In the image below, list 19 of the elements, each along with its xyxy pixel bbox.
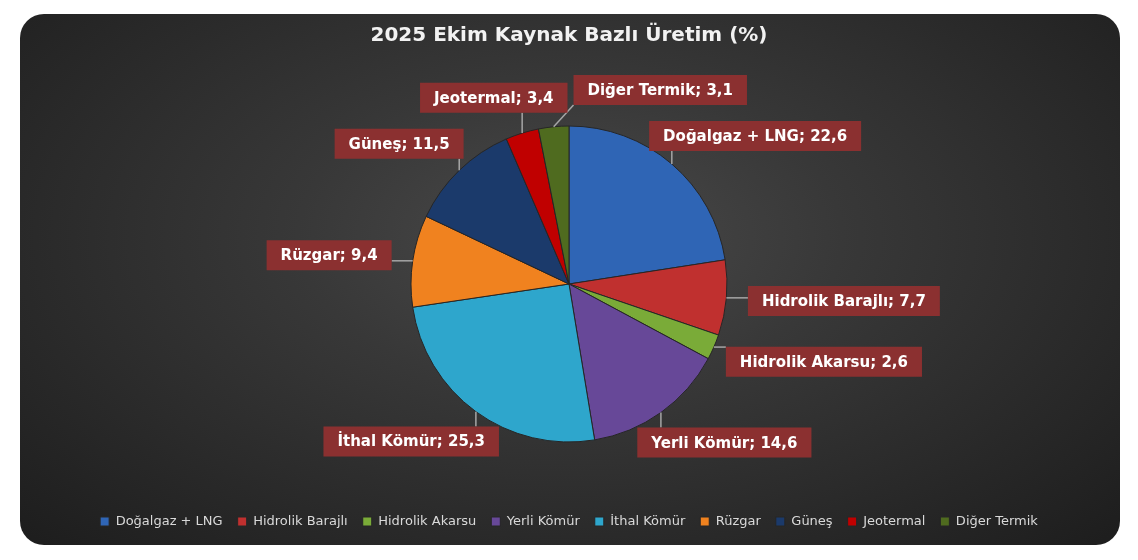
data-label: Hidrolik Barajlı; 7,7 xyxy=(761,291,926,310)
legend-label: Doğalgaz + LNG xyxy=(115,512,223,528)
chart-title: 2025 Ekim Kaynak Bazlı Üretim (%) xyxy=(370,22,768,47)
data-label: Güneş; 11,5 xyxy=(348,134,450,153)
legend-label: Hidrolik Barajlı xyxy=(253,512,348,528)
data-label: Rüzgar; 9,4 xyxy=(280,246,378,265)
legend-label: Güneş xyxy=(791,512,833,528)
legend-label: Rüzgar xyxy=(715,512,762,528)
legend-label: Hidrolik Akarsu xyxy=(378,512,477,528)
data-label: İthal Kömür; 25,3 xyxy=(337,431,485,451)
data-label: Diğer Termik; 3,1 xyxy=(587,80,733,99)
legend-label: Yerli Kömür xyxy=(505,512,581,528)
data-label: Jeotermal; 3,4 xyxy=(433,88,554,107)
legend-label: Jeotermal xyxy=(862,512,926,528)
legend-label: Diğer Termik xyxy=(955,512,1039,528)
data-label: Yerli Kömür; 14,6 xyxy=(650,433,798,452)
data-label: Hidrolik Akarsu; 2,6 xyxy=(739,352,908,371)
data-label: Doğalgaz + LNG; 22,6 xyxy=(663,126,848,145)
legend-label: İthal Kömür xyxy=(610,512,686,528)
